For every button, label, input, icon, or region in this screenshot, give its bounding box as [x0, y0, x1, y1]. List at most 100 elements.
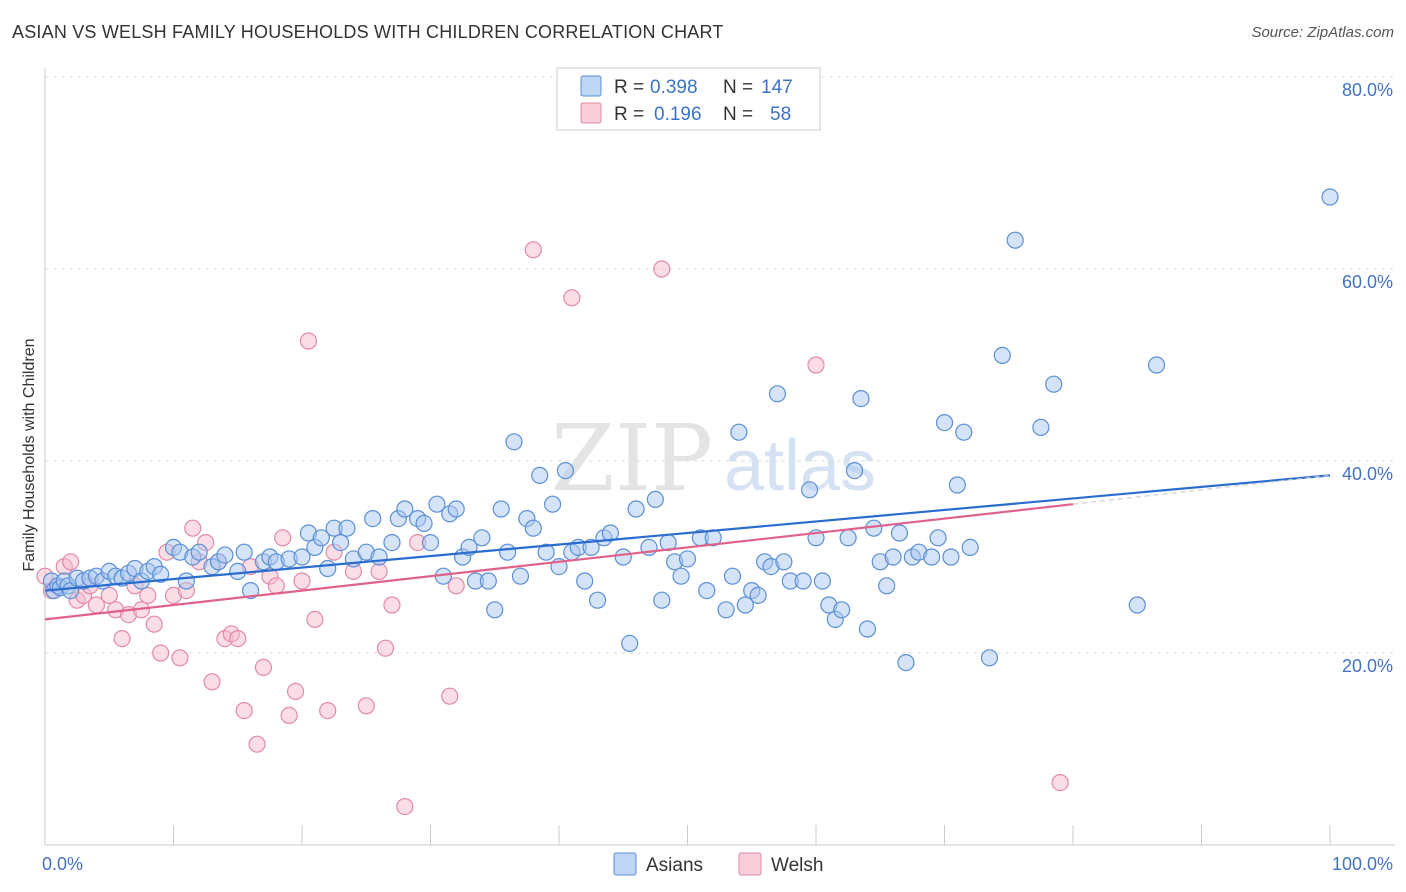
asian-point [884, 548, 902, 566]
asian-point [556, 462, 575, 480]
welsh-point [139, 586, 157, 605]
asian-point [396, 500, 414, 518]
asian-point [447, 500, 465, 518]
asian-point [678, 550, 697, 568]
asian-n-value: 147 [761, 77, 793, 98]
asian-point [858, 620, 877, 638]
asian-point [319, 559, 337, 578]
asian-point [383, 533, 401, 552]
asian-point [216, 546, 234, 564]
welsh-legend-label: Welsh [771, 855, 823, 876]
welsh-point [563, 289, 581, 307]
welsh-point [280, 706, 298, 725]
trend-lines [44, 474, 1331, 621]
asian-point [813, 572, 832, 590]
asian-point [511, 567, 530, 585]
asian-point [698, 581, 716, 600]
welsh-point [376, 639, 395, 657]
asian-point [524, 519, 542, 537]
asian-point [543, 495, 562, 513]
asian-point [229, 562, 247, 581]
asian-point [312, 529, 330, 547]
asian-series [42, 188, 1339, 672]
asian-point [993, 346, 1011, 364]
welsh-legend-swatch-bottom [738, 852, 762, 876]
asian-trend-line [44, 474, 1331, 592]
asian-point [653, 591, 671, 609]
asian-point [890, 524, 909, 542]
welsh-point [274, 529, 292, 547]
asian-point [293, 548, 311, 566]
asian-point [242, 581, 260, 600]
welsh-point [306, 610, 324, 629]
asians-legend-label: Asians [646, 855, 703, 876]
welsh-point [293, 572, 311, 590]
asian-point [923, 548, 941, 566]
asian-point [531, 466, 549, 484]
y-tick-label-80: 80.0% [1342, 80, 1393, 100]
asian-point [878, 577, 896, 595]
asian-point [177, 572, 195, 590]
asian-point [961, 538, 979, 557]
y-tick-label-20: 20.0% [1342, 656, 1393, 676]
asian-point [588, 591, 607, 609]
source-label: Source: ZipAtlas.com [1251, 24, 1394, 41]
asian-point [1045, 375, 1063, 393]
asian-point [479, 572, 497, 590]
welsh-point [383, 596, 401, 614]
asian-point [492, 500, 510, 518]
watermark-zip: ZIP [551, 405, 713, 512]
welsh-point [184, 519, 202, 537]
welsh-r-value: 0.196 [654, 104, 702, 125]
asian-point [980, 649, 999, 667]
asian-point [955, 423, 973, 441]
welsh-trend-extension [1072, 474, 1331, 505]
asian-r-value: 0.398 [650, 77, 698, 98]
asian-point [364, 509, 382, 528]
asian-point [415, 514, 433, 533]
asian-point [935, 414, 954, 432]
asian-point [1147, 356, 1166, 374]
asian-point [370, 548, 388, 566]
asian-point [942, 548, 960, 566]
asian-point [421, 533, 440, 552]
asian-point [845, 462, 864, 480]
asian-point [723, 567, 742, 585]
asian-point [486, 601, 504, 619]
welsh-point [100, 586, 118, 605]
x-tick-label-min: 0.0% [42, 854, 83, 874]
asian-r-label: R = [614, 77, 644, 98]
asian-point [627, 500, 645, 518]
asian-point [1321, 188, 1339, 206]
asian-point [749, 586, 767, 605]
asian-legend-swatch [580, 75, 602, 97]
y-tick-label-60: 60.0% [1342, 272, 1393, 292]
welsh-point [319, 701, 337, 720]
asian-point [736, 596, 754, 614]
asian-point [1128, 596, 1146, 614]
asian-point [794, 572, 812, 590]
welsh-trend-line [44, 503, 1074, 621]
bottom-legend: Asians Welsh [613, 852, 823, 876]
asian-point [338, 519, 356, 537]
welsh-point [229, 629, 247, 648]
asian-point [768, 385, 787, 403]
welsh-point [286, 682, 305, 701]
asian-point [717, 601, 735, 619]
welsh-point [441, 687, 459, 705]
asian-point [646, 490, 664, 508]
welsh-legend-swatch [580, 102, 602, 124]
asian-point [428, 495, 446, 513]
tick-labels: 20.0% 40.0% 60.0% 80.0% 0.0% 100.0% [42, 80, 1393, 874]
welsh-point [267, 577, 285, 595]
asian-n-label: N = [723, 77, 753, 98]
welsh-n-label: N = [723, 104, 753, 125]
asian-point [190, 543, 208, 561]
asian-point [897, 653, 915, 672]
welsh-r-label: R = [614, 104, 644, 125]
top-legend: R = 0.398 N = 147 R = 0.196 N = 58 [556, 67, 821, 131]
asian-point [730, 423, 748, 441]
welsh-series [36, 241, 1069, 816]
welsh-point [370, 562, 388, 581]
welsh-point [807, 356, 825, 374]
